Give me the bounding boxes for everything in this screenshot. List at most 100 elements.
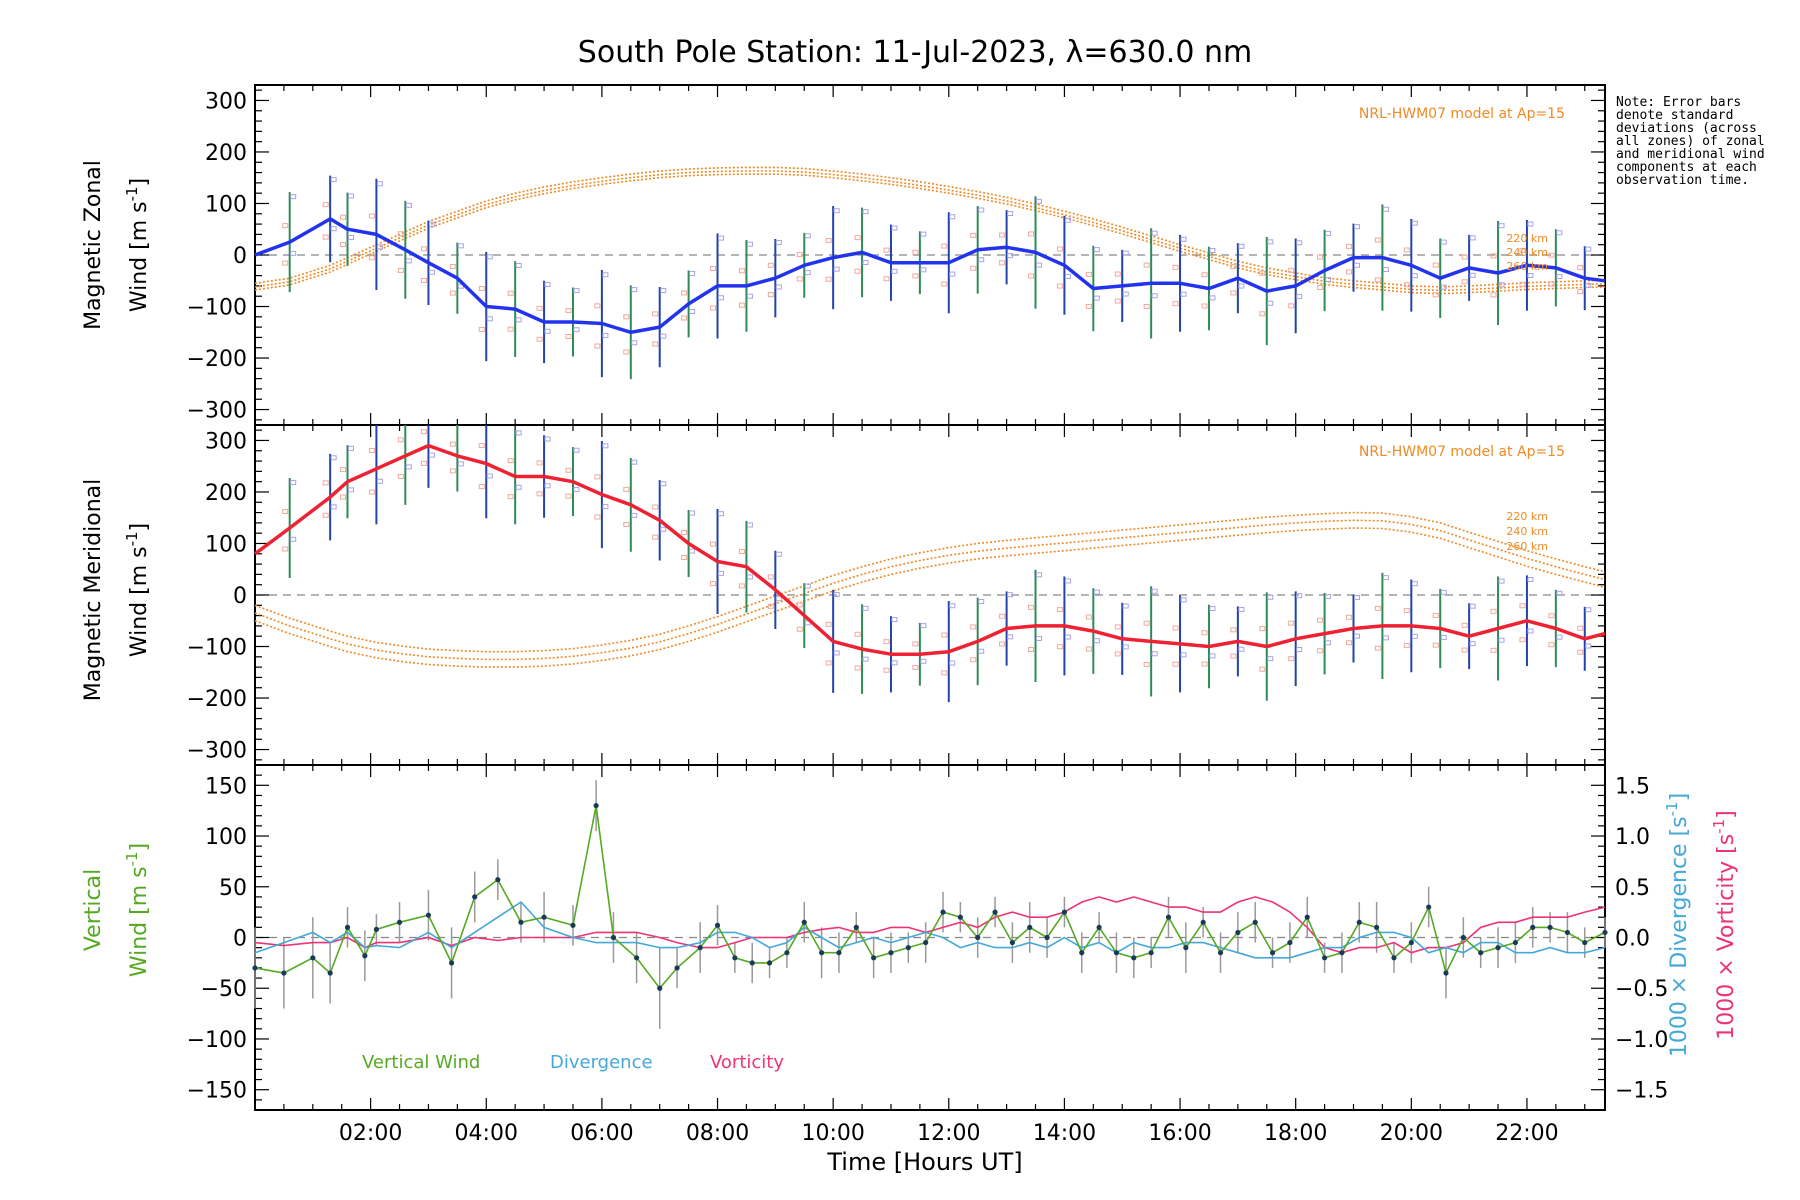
meridional-zone-point: [891, 617, 898, 623]
zonal-zone-point: [833, 208, 840, 214]
vertical-wind-point: [1564, 929, 1571, 936]
zonal-zone-point: [1028, 231, 1035, 237]
meridional-zone-point: [1296, 646, 1303, 652]
meridional-zone-point: [1151, 651, 1158, 657]
meridional-zone-point: [1201, 661, 1208, 667]
xtick-label: 06:00: [570, 1121, 633, 1146]
meridional-zone-point: [1325, 640, 1332, 646]
zonal-zone-point: [1354, 224, 1361, 230]
vertical-wind-point: [281, 970, 287, 976]
zonal-zone-point: [978, 257, 985, 263]
zonal-zone-point: [420, 277, 427, 283]
meridional-zone-point: [775, 551, 782, 557]
meridional-zone-point: [1432, 642, 1439, 648]
meridional-zone-point: [594, 474, 601, 480]
zonal-zone-point: [883, 247, 890, 253]
zonal-model-curve-1: [254, 166, 1606, 288]
vertical-y2tick-label: −1.0: [1615, 1028, 1668, 1053]
zonal-zone-point: [1259, 270, 1266, 276]
vertical-y2tick-label: −1.5: [1615, 1079, 1668, 1104]
meridional-zone-point: [1317, 648, 1324, 654]
vertical-wind-point: [1269, 950, 1276, 956]
meridional-zone-point: [710, 541, 717, 547]
meridional-zone-point: [1172, 661, 1179, 667]
meridional-model-curve-1: [254, 511, 1606, 653]
zonal-zone-point: [912, 249, 919, 255]
meridional-zone-point: [1064, 578, 1071, 584]
meridional-zone-point: [949, 603, 956, 609]
meridional-zone-point: [978, 599, 985, 605]
zonal-model-label: NRL-HWM07 model at Ap=15: [1359, 106, 1565, 122]
xtick-label: 02:00: [339, 1121, 402, 1146]
zonal-zone-point: [1461, 254, 1468, 260]
meridional-zone-point: [340, 494, 347, 500]
zonal-zone-point: [652, 311, 659, 317]
meridional-zone-point: [710, 581, 717, 587]
zonal-alt-260: 260 km: [1506, 260, 1548, 273]
zonal-zone-point: [854, 235, 861, 241]
meridional-zone-point: [1548, 613, 1555, 619]
meridional-zone-point: [883, 639, 890, 645]
meridional-zone-point: [573, 447, 580, 453]
vertical-wind-point: [1044, 934, 1050, 941]
meridional-zone-point: [1259, 666, 1266, 672]
vertical-wind-point: [1356, 919, 1362, 925]
zonal-zone-point: [775, 284, 782, 290]
zonal-zone-point: [478, 326, 485, 332]
meridional-zone-point: [775, 596, 782, 602]
zonal-wind-line: [254, 217, 1606, 335]
zonal-zone-point: [978, 207, 985, 213]
zonal-zone-point: [1180, 291, 1187, 297]
meridional-zone-point: [738, 583, 745, 589]
zonal-zone-point: [767, 262, 774, 268]
zonal-zone-point: [920, 231, 927, 237]
zonal-zone-point: [1432, 262, 1439, 268]
meridional-zone-point: [681, 555, 688, 561]
meridional-zone-point: [515, 484, 522, 490]
zonal-zone-point: [1585, 246, 1592, 252]
zonal-zone-point: [544, 328, 551, 334]
vertical-wind-point: [495, 877, 501, 883]
meridional-zone-point: [1093, 589, 1100, 595]
zonal-zone-point: [602, 272, 609, 278]
zonal-zone-point: [1267, 300, 1274, 306]
meridional-zone-point: [631, 512, 638, 518]
vertical-wind-point: [1478, 950, 1484, 956]
vertical-wind-point: [570, 922, 576, 928]
zonal-zone-point: [1056, 246, 1063, 252]
zonal-zone-point: [1490, 253, 1497, 259]
zonal-zone-point: [449, 263, 456, 269]
vertical-wind-point: [1200, 919, 1206, 925]
meridional-zone-point: [322, 480, 329, 486]
vertical-wind-point: [1113, 950, 1120, 956]
zonal-zone-point: [1382, 267, 1389, 273]
vertical-wind-point: [923, 939, 929, 946]
meridional-zone-point: [478, 443, 485, 449]
meridional-zone-point: [1114, 651, 1121, 657]
meridional-zone-point: [1411, 581, 1418, 587]
zonal-zone-point: [970, 265, 977, 271]
zonal-zone-point: [1007, 211, 1014, 217]
meridional-zone-point: [1007, 634, 1014, 640]
vertical-wind-point: [749, 960, 755, 966]
zonal-zone-point: [1556, 230, 1563, 236]
zonal-zone-point: [949, 214, 956, 220]
meridional-ytick-label: −100: [187, 636, 247, 661]
xtick-label: 12:00: [917, 1121, 980, 1146]
zonal-alt-240: 240 km: [1506, 246, 1548, 259]
vertical-wind-point: [425, 912, 432, 918]
meridional-model-curve-2: [254, 519, 1606, 661]
zonal-zone-point: [290, 194, 297, 200]
vertical-wind-point: [905, 945, 911, 951]
zonal-zone-point: [449, 290, 456, 296]
vertical-wind-point: [714, 922, 721, 928]
meridional-zone-point: [689, 510, 696, 516]
vertical-wind-point: [732, 955, 738, 961]
meridional-zone-point: [405, 464, 412, 470]
meridional-zone-point: [348, 445, 355, 451]
zonal-zone-point: [920, 267, 927, 273]
meridional-panel: −300 −200 −100 0 100 200 300: [187, 424, 1606, 766]
divergence-ylabel: 1000 × Divergence [s-1]: [1663, 793, 1692, 1057]
vertical-wind-point: [836, 950, 842, 956]
zonal-zone-point: [536, 305, 543, 311]
